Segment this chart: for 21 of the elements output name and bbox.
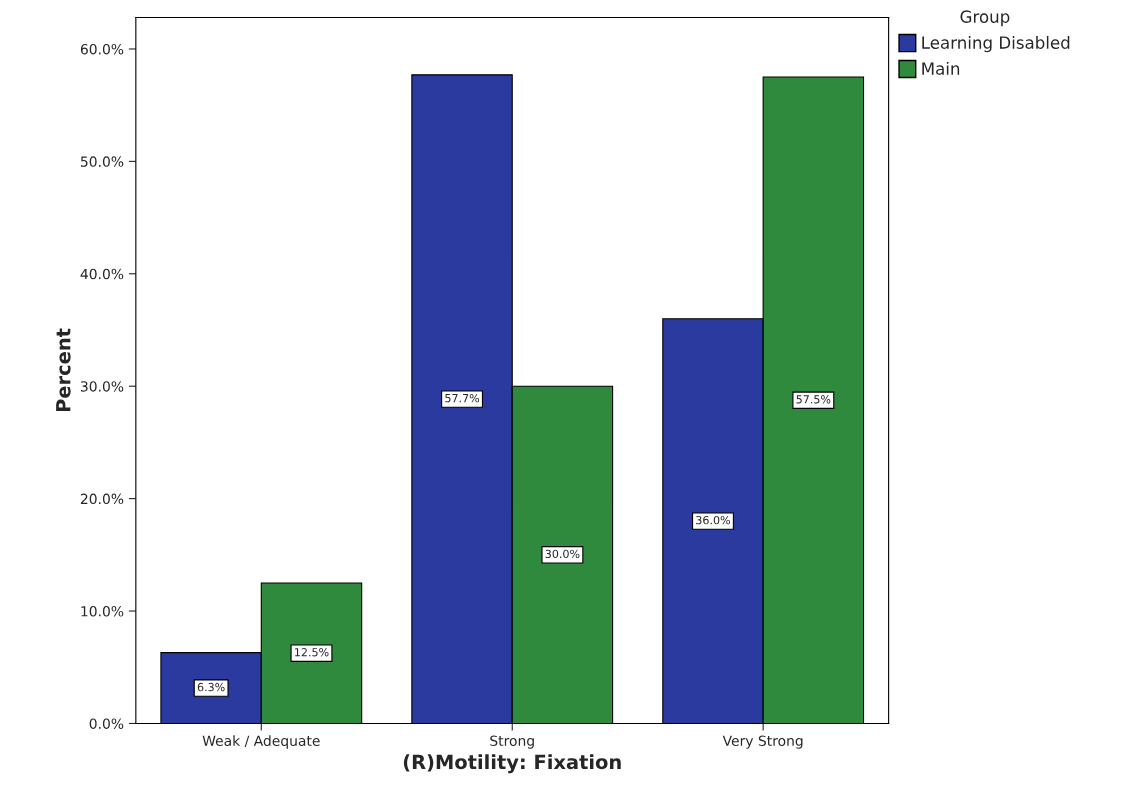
data-label: 36.0% [696,515,731,525]
x-tick-label: Strong [490,735,534,749]
legend-label: Main [922,61,960,75]
legend-label: Learning Disabled [922,36,1070,53]
legend-title: Group [960,10,1010,27]
data-label: 30.0% [545,549,580,559]
y-axis-title: Percent [56,328,71,412]
data-label: 6.3% [197,682,225,692]
y-tick-label: 20.0% [80,493,124,505]
y-tick-label: 30.0% [80,381,124,392]
y-tick-label: 60.0% [80,43,124,55]
y-tick-label: 50.0% [80,156,124,167]
y-tick-label: 0.0% [89,718,124,729]
x-tick-label: Weak / Adequate [202,735,320,749]
x-axis-title: (R)Motility: Fixation [403,754,621,774]
y-tick-label: 40.0% [80,268,124,280]
x-tick-label: Very Strong [722,735,803,749]
data-label: 57.5% [796,395,831,404]
data-label: 57.7% [445,393,480,403]
y-tick-label: 10.0% [81,606,124,617]
data-label: 12.5% [295,648,329,657]
